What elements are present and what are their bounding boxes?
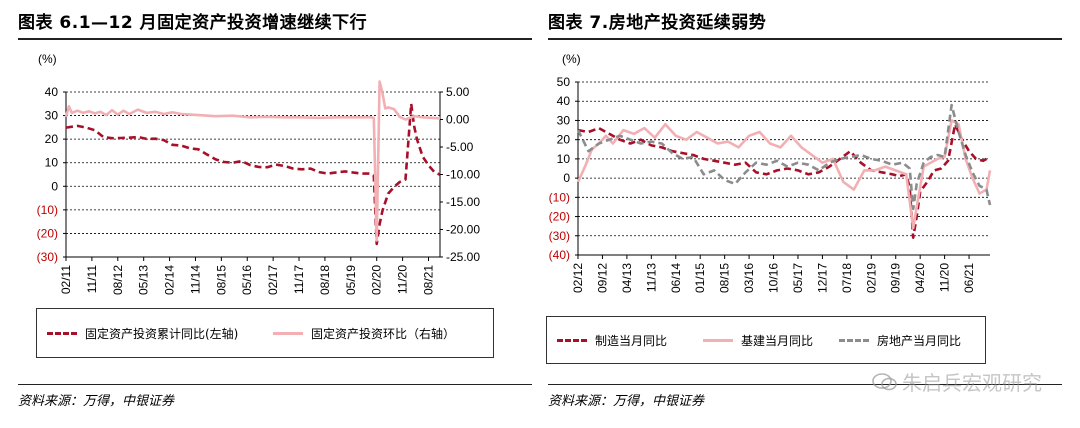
x-tick-label: 02/14 <box>163 265 177 295</box>
y-tick-label: (20) <box>549 210 570 224</box>
legend-label-cumulative: 固定资产投资累计同比(左轴) <box>85 326 239 341</box>
x-tick-label: 02/12 <box>571 263 585 293</box>
y-right-tick-label: -10.00 <box>446 168 480 182</box>
right-line-chart: 50 40 30 20 10 0 (10) (20) (30) (40)02/12 09/12 04/… <box>549 75 992 293</box>
watermark: 朱启兵宏观研究 <box>872 367 1042 396</box>
x-tick-label: 11/20 <box>938 263 952 292</box>
legend-item-mfg: 制造当月同比 <box>557 317 667 363</box>
y-tick-label: (10) <box>549 190 570 204</box>
series-line-1 <box>64 80 441 242</box>
x-tick-label: 05/19 <box>344 265 358 295</box>
legend-swatch-realestate <box>839 338 869 342</box>
right-legend: 制造当月同比 基建当月同比 房地产当月同比 <box>546 316 986 364</box>
left-title-rule <box>18 38 532 40</box>
y-right-tick-label: -15.00 <box>446 195 480 209</box>
left-unit-label: (%) <box>38 52 57 66</box>
x-tick-label: 06/21 <box>962 263 976 293</box>
x-tick-label: 09/19 <box>889 263 903 293</box>
series-line-0 <box>577 123 991 239</box>
left-legend: 固定资产投资累计同比(左轴) 固定资产投资环比（右轴） <box>36 308 494 358</box>
x-tick-label: 02/17 <box>266 265 280 295</box>
legend-swatch-infra <box>703 338 733 342</box>
x-tick-label: 11/11 <box>85 265 99 294</box>
x-tick-label: 05/16 <box>240 265 254 295</box>
x-tick-label: 04/20 <box>913 263 927 293</box>
watermark-text: 朱启兵宏观研究 <box>902 371 1042 395</box>
y-tick-label: 30 <box>45 109 59 123</box>
y-tick-label: 10 <box>557 152 571 166</box>
x-tick-label: 05/13 <box>137 265 151 295</box>
x-tick-label: 01/15 <box>693 263 707 293</box>
left-chart-title: 图表 6.1—12 月固定资产投资增速继续下行 <box>18 13 368 33</box>
x-tick-label: 11/20 <box>396 265 410 294</box>
legend-item-infra: 基建当月同比 <box>703 317 813 363</box>
x-tick-label: 09/12 <box>595 263 609 293</box>
right-unit-label: (%) <box>562 52 581 66</box>
y-tick-label: 0 <box>51 179 58 193</box>
legend-label-mom: 固定资产投资环比（右轴） <box>311 326 456 341</box>
right-source-rule <box>548 384 1062 385</box>
y-tick-label: 20 <box>557 133 571 147</box>
legend-item-cumulative: 固定资产投资累计同比(左轴) <box>47 309 238 357</box>
x-tick-label: 07/18 <box>840 263 854 293</box>
right-chart-panel: 图表 7.房地产投资延续弱势 (%) 50 40 30 20 10 0 (10) (20) (3… <box>546 0 1080 428</box>
x-tick-label: 11/17 <box>292 265 306 294</box>
y-tick-label: (10) <box>37 203 58 217</box>
left-source-rule <box>18 384 532 385</box>
legend-label-mfg: 制造当月同比 <box>595 333 668 348</box>
x-tick-label: 02/20 <box>370 265 384 295</box>
x-tick-label: 10/16 <box>767 263 781 293</box>
y-tick-label: 30 <box>557 113 571 127</box>
y-right-tick-label: -25.00 <box>446 250 480 264</box>
y-tick-label: (30) <box>549 229 570 243</box>
x-tick-label: 06/14 <box>669 263 683 293</box>
y-tick-label: 10 <box>45 156 59 170</box>
y-right-tick-label: -20.00 <box>446 223 480 237</box>
x-tick-label: 08/12 <box>111 265 125 295</box>
y-tick-label: (40) <box>549 248 570 262</box>
right-title-rule <box>548 38 1062 40</box>
x-tick-label: 03/16 <box>742 263 756 293</box>
legend-swatch-mom <box>273 331 303 335</box>
legend-label-realestate: 房地产当月同比 <box>877 333 962 348</box>
legend-item-mom: 固定资产投资环比（右轴） <box>273 309 455 357</box>
x-tick-label: 08/15 <box>214 265 228 295</box>
legend-item-realestate: 房地产当月同比 <box>839 317 961 363</box>
y-right-tick-label: 5.00 <box>446 85 470 99</box>
y-right-tick-label: -5.00 <box>446 140 474 154</box>
x-tick-label: 04/13 <box>620 263 634 293</box>
series-line-2 <box>576 103 992 211</box>
x-tick-label: 02/11 <box>59 265 73 294</box>
x-tick-label: 12/17 <box>815 263 829 293</box>
wechat-icon <box>872 372 897 390</box>
series-line-1 <box>576 119 992 230</box>
left-source-note: 资料来源：万得，中银证券 <box>18 394 175 409</box>
y-tick-label: 20 <box>45 132 59 146</box>
y-right-tick-label: 0.00 <box>446 113 470 127</box>
y-tick-label: 50 <box>557 75 571 89</box>
x-tick-label: 02/19 <box>864 263 878 293</box>
legend-swatch-mfg <box>557 338 587 342</box>
right-chart-title: 图表 7.房地产投资延续弱势 <box>548 13 767 33</box>
x-tick-label: 05/17 <box>791 263 805 293</box>
legend-label-infra: 基建当月同比 <box>741 333 814 348</box>
y-tick-label: 0 <box>563 171 570 185</box>
legend-swatch-cumulative <box>47 331 77 335</box>
right-source-note: 资料来源：万得，中银证券 <box>548 394 705 409</box>
x-tick-label: 08/15 <box>718 263 732 293</box>
y-tick-label: 40 <box>45 85 59 99</box>
series-line-0 <box>65 102 441 246</box>
x-tick-label: 08/18 <box>318 265 332 295</box>
left-line-chart: 40 30 20 10 0 (10) (20) (30) 5.00 0.00 -5.00 -10.00… <box>37 80 480 295</box>
x-tick-label: 08/21 <box>421 265 435 295</box>
x-tick-label: 11/14 <box>188 265 202 294</box>
y-tick-label: (20) <box>37 226 58 240</box>
y-tick-label: (30) <box>37 250 58 264</box>
x-tick-label: 11/13 <box>644 263 658 292</box>
left-chart-panel: 图表 6.1—12 月固定资产投资增速继续下行 (%) 40 30 20 10 0 (10… <box>0 0 532 428</box>
y-tick-label: 40 <box>557 94 571 108</box>
